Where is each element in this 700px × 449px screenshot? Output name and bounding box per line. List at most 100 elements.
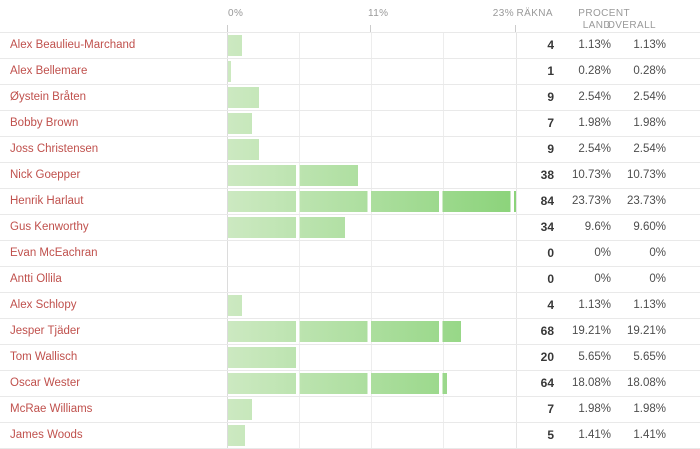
athlete-name-link[interactable]: James Woods [10,429,83,441]
bar-cell [227,189,517,214]
table-row: Øystein Bråten 9 2.54% 2.54% [0,85,700,111]
vote-bar [228,87,259,108]
count-value: 4 [547,38,554,52]
vote-bar [228,139,259,160]
axis-tick-label-11: 11% [368,8,389,19]
bar-cell [227,267,517,292]
athlete-name-link[interactable]: Øystein Bråten [10,91,87,103]
bar-cell [227,59,517,84]
table-header: 0% 11% 23% RÄKNA PROCENT LAND OVERALL [0,0,700,33]
land-percent: 1.98% [578,403,611,415]
overall-percent: 2.54% [633,143,666,155]
count-value: 1 [547,64,554,78]
axis-tickmark [515,25,516,32]
table-row: Evan McEachran 0 0% 0% [0,241,700,267]
athlete-name-link[interactable]: Tom Wallisch [10,351,78,363]
table-row: James Woods 5 1.41% 1.41% [0,423,700,449]
count-value: 9 [547,142,554,156]
overall-percent: 10.73% [626,169,666,181]
axis-tickmark [370,25,371,32]
count-value: 20 [540,350,554,364]
vote-bar [228,61,231,82]
bar-cell [227,319,517,344]
overall-percent: 0% [649,247,666,259]
table-row: Nick Goepper 38 10.73% 10.73% [0,163,700,189]
count-value: 4 [547,298,554,312]
athlete-name-link[interactable]: Evan McEachran [10,247,98,259]
athlete-name-link[interactable]: Nick Goepper [10,169,81,181]
overall-percent: 1.98% [633,117,666,129]
bar-cell [227,423,517,448]
athlete-name-link[interactable]: Joss Christensen [10,143,99,155]
table-row: Oscar Wester 64 18.08% 18.08% [0,371,700,397]
overall-percent: 1.98% [633,403,666,415]
table-row: Alex Beaulieu-Marchand 4 1.13% 1.13% [0,33,700,59]
bar-cell [227,33,517,58]
count-value: 9 [547,90,554,104]
land-percent: 19.21% [571,325,611,337]
athlete-name-link[interactable]: Jesper Tjäder [10,325,81,337]
count-value: 64 [540,376,554,390]
count-value: 38 [540,168,554,182]
vote-bar [228,35,242,56]
bar-cell [227,397,517,422]
vote-bar [228,347,297,368]
overall-percent: 18.08% [626,377,666,389]
land-percent: 0% [594,273,611,285]
overall-percent: 1.41% [633,429,666,441]
athlete-name-link[interactable]: Alex Beaulieu-Marchand [10,39,136,51]
land-percent: 2.54% [578,91,611,103]
land-percent: 18.08% [571,377,611,389]
table-row: Alex Schlopy 4 1.13% 1.13% [0,293,700,319]
bar-cell [227,241,517,266]
athlete-name-link[interactable]: Henrik Harlaut [10,195,84,207]
axis-tick-label-23: 23% [492,8,514,19]
overall-percent: 0% [649,273,666,285]
athlete-name-link[interactable]: Antti Ollila [10,273,62,285]
table-body: Alex Beaulieu-Marchand 4 1.13% 1.13% Alex Be… [0,33,700,449]
table-row: Jesper Tjäder 68 19.21% 19.21% [0,319,700,345]
overall-percent: 23.73% [626,195,666,207]
land-percent: 1.41% [578,429,611,441]
column-header-overall: OVERALL [607,20,656,31]
count-value: 34 [540,220,554,234]
vote-bar [228,295,242,316]
count-value: 0 [547,272,554,286]
bar-cell [227,163,517,188]
bar-cell [227,345,517,370]
athlete-name-link[interactable]: Bobby Brown [10,117,79,129]
column-header-land: LAND [582,20,611,31]
table-row: Tom Wallisch 20 5.65% 5.65% [0,345,700,371]
vote-bar [228,217,345,238]
land-percent: 1.13% [578,39,611,51]
vote-bar [228,425,245,446]
land-percent: 9.6% [584,221,611,233]
athlete-name-link[interactable]: Gus Kenworthy [10,221,89,233]
count-value: 68 [540,324,554,338]
land-percent: 5.65% [578,351,611,363]
overall-percent: 5.65% [633,351,666,363]
overall-percent: 1.13% [633,39,666,51]
vote-bar [228,191,516,212]
athlete-name-link[interactable]: Alex Bellemare [10,65,88,77]
overall-percent: 9.60% [633,221,666,233]
athlete-name-link[interactable]: McRae Williams [10,403,93,415]
land-percent: 2.54% [578,143,611,155]
overall-percent: 1.13% [633,299,666,311]
count-value: 7 [547,402,554,416]
overall-percent: 0.28% [633,65,666,77]
count-value: 84 [540,194,554,208]
column-header-percent: PROCENT [578,8,630,19]
table-row: Joss Christensen 9 2.54% 2.54% [0,137,700,163]
column-header-count: RÄKNA [516,8,553,19]
table-row: McRae Williams 7 1.98% 1.98% [0,397,700,423]
axis-tickmark [227,25,228,32]
land-percent: 0% [594,247,611,259]
overall-percent: 2.54% [633,91,666,103]
athlete-name-link[interactable]: Oscar Wester [10,377,81,389]
bar-cell [227,85,517,110]
count-value: 7 [547,116,554,130]
athlete-name-link[interactable]: Alex Schlopy [10,299,77,311]
vote-bar [228,399,252,420]
